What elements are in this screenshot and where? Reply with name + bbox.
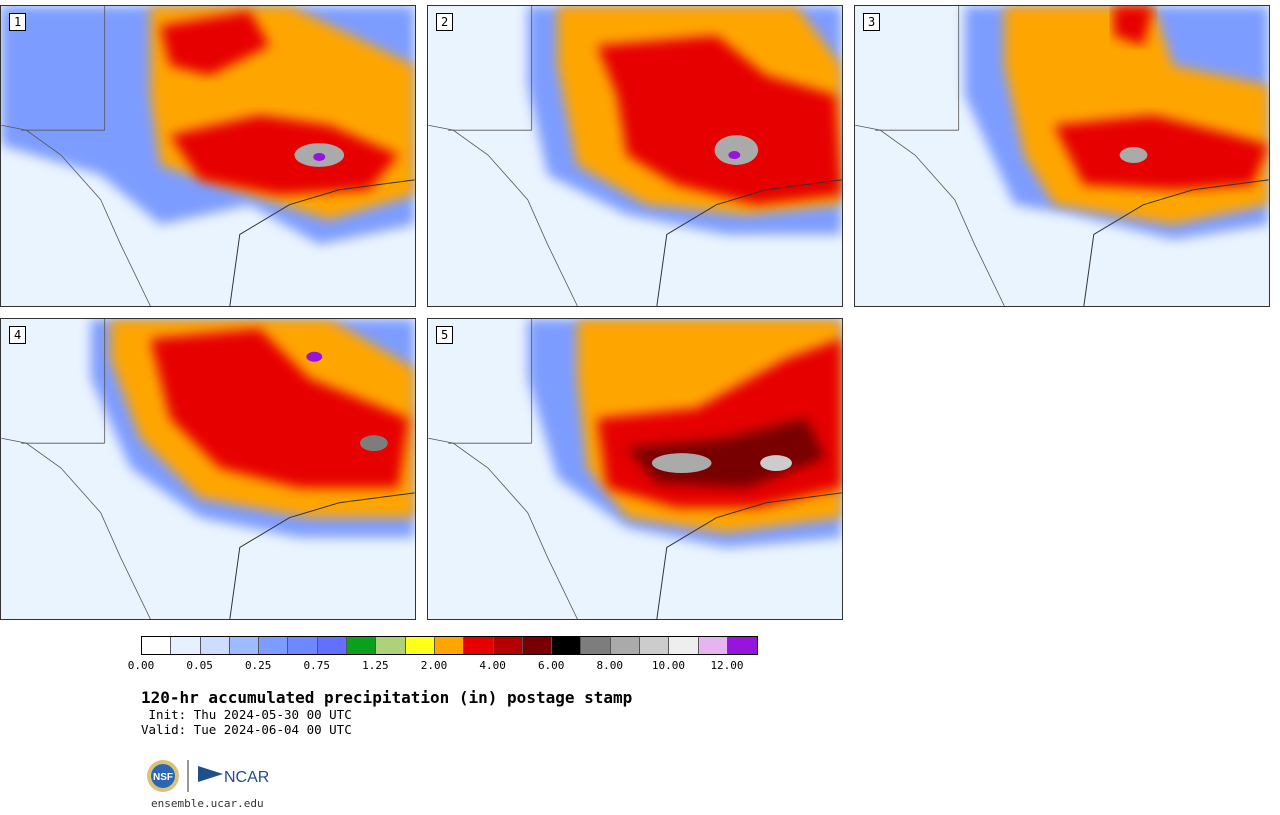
panel-label: 2: [436, 13, 454, 31]
precip-map-1: [1, 6, 415, 306]
figure-title: 120-hr accumulated precipitation (in) po…: [141, 688, 633, 707]
panel-label: 1: [9, 13, 27, 31]
website-url: ensemble.ucar.edu: [151, 797, 264, 810]
colorbar-swatch: [464, 637, 494, 654]
colorbar-tick-label: 0.05: [186, 659, 213, 672]
panel-label: 3: [863, 13, 881, 31]
colorbar: [141, 636, 759, 655]
colorbar-swatch: [669, 637, 699, 654]
colorbar-swatch: [317, 637, 348, 654]
colorbar-tick-label: 6.00: [537, 659, 565, 672]
colorbar-swatch: [142, 637, 172, 654]
colorbar-swatch: [610, 637, 641, 654]
init-time: Init: Thu 2024-05-30 00 UTC: [141, 707, 352, 722]
colorbar-swatch: [522, 637, 553, 654]
colorbar-swatch: [288, 637, 318, 654]
colorbar-swatch: [698, 637, 728, 654]
colorbar-swatch: [259, 637, 289, 654]
panel-label: 4: [9, 326, 27, 344]
colorbar-swatch: [171, 637, 201, 654]
colorbar-swatch: [434, 637, 465, 654]
colorbar-swatch: [493, 637, 523, 654]
colorbar-swatch: [727, 637, 758, 654]
colorbar-tick-label: 0.25: [244, 659, 272, 672]
colorbar-swatch: [405, 637, 435, 654]
colorbar-tick-label: 4.00: [479, 659, 506, 672]
map-panel-3: 3: [854, 5, 1270, 307]
precip-map-2: [428, 6, 842, 306]
colorbar-swatch: [640, 637, 670, 654]
colorbar-tick-label: 0.75: [303, 659, 331, 672]
colorbar-tick-label: 8.00: [596, 659, 624, 672]
map-panel-4: 4: [0, 318, 416, 620]
colorbar-tick-label: 0.00: [127, 659, 155, 672]
colorbar-swatch: [581, 637, 611, 654]
colorbar-swatch: [376, 637, 406, 654]
nsf-logo-text: NSF: [153, 772, 173, 783]
colorbar-swatch: [552, 637, 582, 654]
colorbar-tick-label: 1.25: [362, 659, 389, 672]
colorbar-tick-label: 10.00: [651, 659, 685, 672]
colorbar-swatch: [200, 637, 230, 654]
colorbar-swatch: [229, 637, 260, 654]
map-panel-1: 1: [0, 5, 416, 307]
panel-label: 5: [436, 326, 454, 344]
map-panel-2: 2: [427, 5, 843, 307]
valid-time: Valid: Tue 2024-06-04 00 UTC: [141, 722, 352, 737]
map-panel-5: 5: [427, 318, 843, 620]
colorbar-tick-label: 12.00: [710, 659, 744, 672]
colorbar-swatch: [347, 637, 377, 654]
precip-map-4: [1, 319, 415, 619]
ncar-logo-text: NCAR: [224, 769, 269, 786]
precip-map-5: [428, 319, 842, 619]
nsf-ncar-logo: NSF NCAR: [147, 760, 269, 792]
precip-map-3: [855, 6, 1269, 306]
colorbar-tick-label: 2.00: [420, 659, 448, 672]
